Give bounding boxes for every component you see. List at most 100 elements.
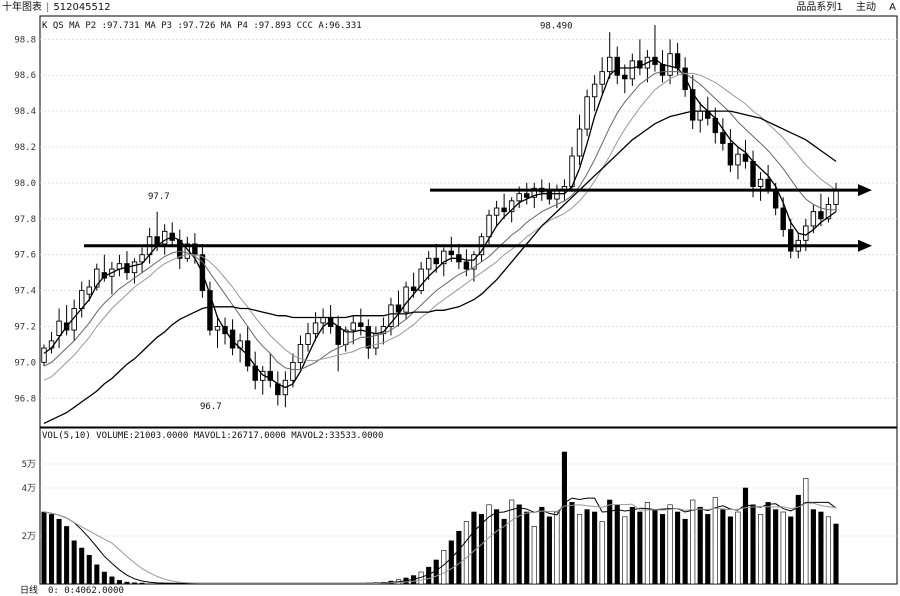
candle — [697, 102, 703, 133]
volume-bar — [441, 550, 447, 585]
price-tick-label: 97.4 — [14, 287, 36, 297]
candle — [358, 308, 364, 336]
candle-body — [576, 128, 583, 157]
volume-bar — [750, 504, 756, 585]
candle — [267, 353, 273, 388]
price-annotation: 96.7 — [200, 402, 222, 412]
candle-body — [320, 317, 326, 324]
indicator-legend: K QS MA P2 :97.731 MA P3 :97.726 MA P4 :… — [42, 21, 362, 31]
candle — [607, 32, 613, 79]
candle — [591, 75, 598, 112]
price-tick-label: 98.0 — [14, 179, 36, 189]
candle-body — [131, 261, 138, 274]
volume-bar — [494, 509, 500, 585]
volume-bar — [758, 514, 764, 585]
volume-bar — [94, 564, 100, 585]
candle-body — [418, 268, 424, 292]
footer-period[interactable]: 日线 — [20, 584, 38, 596]
volume-bar — [531, 526, 537, 585]
volume-bar — [773, 509, 779, 585]
candle — [757, 172, 764, 201]
volume-bar — [652, 509, 658, 585]
volume-bar — [524, 511, 530, 585]
candle-body — [433, 257, 439, 265]
candle-body — [750, 160, 756, 187]
candle-body — [765, 178, 771, 191]
volume-legend: VOL(5,10) VOLUME:21003.0000 MAVOL1:26717… — [42, 431, 383, 441]
candle — [742, 139, 749, 169]
candle-body — [350, 322, 356, 331]
ma-line-p2 — [43, 58, 837, 389]
candle — [373, 326, 379, 356]
security-code: 512045512 — [53, 2, 111, 13]
candle-body — [207, 290, 213, 331]
candle-body — [388, 304, 394, 327]
volume-bar — [109, 576, 115, 585]
candle — [788, 218, 794, 259]
volume-bar — [607, 499, 613, 585]
volume-bar — [803, 478, 809, 585]
price-tick-label: 97.2 — [14, 322, 36, 332]
header-button-series[interactable]: 品品系列1 — [796, 2, 843, 13]
volume-bar — [584, 509, 590, 585]
candle — [229, 319, 236, 356]
candle — [282, 371, 289, 408]
candle — [214, 315, 221, 349]
candle — [501, 193, 507, 219]
candle — [524, 182, 530, 205]
price-panel-border — [39, 15, 898, 428]
candle — [599, 57, 605, 94]
trend-arrow-head — [858, 239, 872, 252]
volume-tick-label: 5万 — [22, 460, 36, 470]
volume-bar — [833, 523, 839, 585]
candle — [350, 315, 356, 345]
candle-body — [614, 56, 620, 76]
candle-body — [818, 211, 824, 220]
volume-bar — [735, 511, 741, 585]
volume-bar — [116, 580, 122, 585]
volume-bar — [478, 514, 485, 585]
volume-bar — [614, 504, 620, 585]
candle — [471, 251, 477, 282]
volume-bar — [41, 511, 47, 585]
candle — [629, 53, 636, 86]
candle — [169, 222, 175, 246]
volume-bar — [795, 494, 801, 585]
volume-bar — [682, 518, 688, 585]
candle-body — [591, 83, 598, 98]
candle — [463, 249, 470, 277]
candle — [810, 204, 817, 234]
candle-body — [629, 60, 636, 80]
volume-bar — [124, 581, 130, 585]
price-tick-label: 98.6 — [14, 71, 36, 81]
candle-body — [214, 326, 221, 331]
price-tick-label: 97.6 — [14, 251, 36, 261]
candle-body — [735, 153, 741, 166]
header-button-a[interactable]: A — [889, 2, 896, 13]
candle — [124, 251, 130, 280]
candle — [614, 46, 620, 85]
volume-bar — [448, 540, 454, 585]
candle — [395, 290, 402, 327]
candle-body — [305, 333, 311, 345]
candle — [41, 344, 47, 366]
candle-body — [463, 261, 470, 270]
volume-bar — [501, 518, 507, 585]
price-annotation: 98.490 — [540, 22, 573, 32]
price-tick-label: 98.2 — [14, 143, 36, 153]
volume-bar — [659, 514, 666, 585]
candle-body — [161, 230, 168, 245]
candle — [275, 371, 281, 406]
volume-bar — [486, 504, 492, 585]
volume-bar — [516, 504, 522, 585]
candle-body — [403, 286, 409, 313]
candle-body — [637, 60, 643, 69]
candle — [689, 75, 696, 130]
candle — [260, 365, 266, 395]
candle — [131, 258, 138, 284]
candle-body — [154, 236, 160, 245]
header-button-active[interactable]: 主动 — [855, 2, 876, 13]
volume-bar — [433, 559, 439, 585]
candle-body — [622, 74, 628, 80]
